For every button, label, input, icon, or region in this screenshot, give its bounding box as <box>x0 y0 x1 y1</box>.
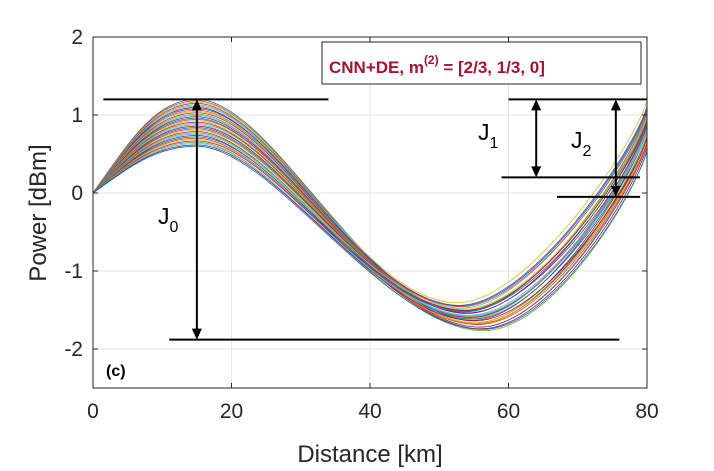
j2-label: J2 <box>571 127 592 160</box>
j0-arrow <box>191 99 202 340</box>
reference-lines <box>103 98 647 341</box>
j2-arrow <box>610 99 621 197</box>
power-curve <box>92 130 648 317</box>
j2-label-main: J <box>571 127 583 153</box>
power-curve <box>92 127 648 320</box>
y-tick-label: -2 <box>64 338 83 361</box>
power-curve <box>92 145 648 330</box>
j1-label-main: J <box>478 119 490 145</box>
power-curve <box>92 141 648 332</box>
j1-label-sub: 1 <box>490 135 499 152</box>
x-tick-label: 20 <box>220 400 243 423</box>
y-tick-label: 2 <box>71 26 83 49</box>
legend-prefix: CNN+DE, m <box>329 58 424 77</box>
x-axis-label: Distance [km] <box>297 441 442 468</box>
power-curve <box>92 122 648 312</box>
power-curve <box>92 117 648 310</box>
legend-suffix: = [2/3, 1/3, 0] <box>439 58 545 77</box>
power-curves <box>92 98 648 332</box>
j0-label: J0 <box>158 203 179 236</box>
y-axis-label: Power [dBm] <box>25 144 52 281</box>
y-tick-label: 1 <box>71 104 83 127</box>
power-curve <box>92 106 648 306</box>
j2-arrow-head-bottom <box>610 185 621 197</box>
j1-label: J1 <box>478 119 499 152</box>
j1-arrow-head-top <box>531 99 542 111</box>
y-tick-label: 0 <box>71 182 83 205</box>
range-arrows <box>191 99 621 340</box>
j2-label-sub: 2 <box>583 143 592 160</box>
power-curve <box>92 137 648 322</box>
power-curve <box>92 118 648 311</box>
j0-label-sub: 0 <box>170 219 179 236</box>
power-curve <box>92 100 648 304</box>
power-curve <box>92 108 648 307</box>
x-ticks: 0 20 40 60 80 <box>87 37 659 423</box>
panel-label: (c) <box>106 363 126 380</box>
y-tick-label: -1 <box>64 260 83 283</box>
j1-arrow-head-bottom <box>531 166 542 178</box>
x-tick-label: 60 <box>497 400 520 423</box>
j0-label-main: J <box>158 203 170 229</box>
x-tick-label: 80 <box>635 400 658 423</box>
j0-arrow-head-bottom <box>191 328 202 340</box>
legend-superscript: (2) <box>424 53 439 67</box>
power-curve <box>92 111 648 308</box>
j0-arrow-head-top <box>191 99 202 111</box>
x-tick-label: 0 <box>87 400 99 423</box>
j2-arrow-head-top <box>610 99 621 111</box>
y-ticks: -2 -1 0 1 2 <box>64 26 647 361</box>
power-curve <box>92 125 648 314</box>
legend-entry: CNN+DE, m(2) = [2/3, 1/3, 0] <box>329 53 545 77</box>
x-tick-label: 40 <box>358 400 381 423</box>
legend-box <box>321 41 642 85</box>
j1-arrow <box>531 99 542 178</box>
